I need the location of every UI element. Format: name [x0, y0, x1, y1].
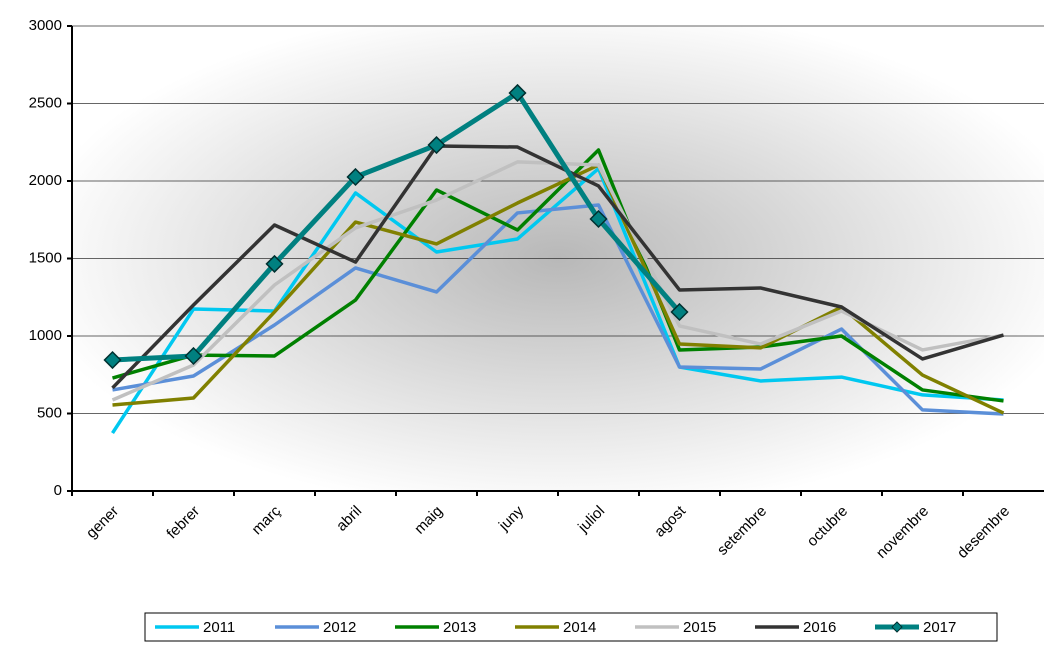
legend-marker — [891, 621, 903, 633]
y-tick-label: 2000 — [29, 172, 62, 189]
x-tick-label: desembre — [954, 503, 1013, 562]
point-marker — [346, 167, 365, 187]
point-marker — [670, 302, 689, 322]
series-line — [112, 203, 1004, 416]
point-marker — [265, 254, 284, 273]
x-tick-label: gener — [83, 503, 122, 542]
legend-label: 2013 — [443, 619, 476, 636]
x-tick-label: octubre — [804, 503, 851, 550]
y-tick-label: 0 — [54, 482, 62, 499]
y-tick-label: 1000 — [29, 327, 62, 344]
point-marker — [508, 83, 527, 103]
y-tick-label: 500 — [37, 404, 62, 421]
y-tick-label: 1500 — [29, 249, 62, 266]
x-tick-label: abril — [333, 503, 365, 535]
legend-label: 2014 — [563, 619, 596, 636]
x-tick-label: juny — [495, 502, 528, 535]
series-line — [112, 90, 682, 363]
legend-label: 2012 — [323, 619, 356, 636]
x-tick-label: novembre — [873, 503, 932, 562]
series-line — [111, 144, 1004, 390]
point-marker — [103, 350, 122, 370]
x-tick-label: febrer — [163, 503, 203, 543]
point-marker — [184, 346, 203, 366]
legend-label: 2017 — [923, 619, 956, 636]
x-tick-label: març — [249, 502, 285, 538]
x-tick-label: maig — [411, 503, 446, 538]
series-line — [112, 148, 1004, 403]
y-tick-label: 3000 — [29, 17, 62, 34]
legend-label: 2011 — [203, 619, 235, 636]
y-tick-label: 2500 — [29, 94, 62, 111]
point-marker — [427, 135, 446, 155]
x-tick-label: setembre — [714, 503, 770, 559]
legend-label: 2016 — [803, 619, 836, 636]
point-marker — [589, 209, 608, 229]
x-tick-label: juliol — [574, 503, 608, 537]
x-tick-label: agost — [651, 502, 690, 541]
series-line — [111, 166, 1004, 434]
legend-label: 2015 — [683, 619, 716, 636]
